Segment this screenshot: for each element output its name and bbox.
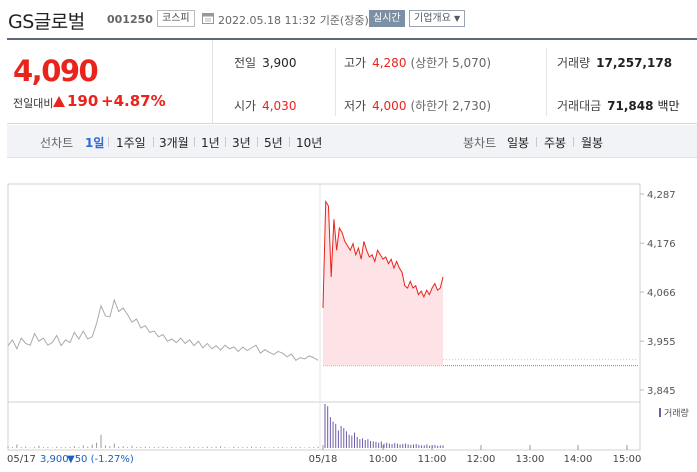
y-tick-label: 4,066 bbox=[647, 288, 676, 299]
current-price: 4,090 bbox=[13, 54, 99, 88]
low-stat: 저가 4,000 (하한가 2,730) bbox=[344, 97, 491, 114]
candle-chart-label: 봉차트 bbox=[463, 136, 497, 150]
divider bbox=[546, 48, 547, 116]
x-tick-label: 05/18 bbox=[309, 454, 338, 465]
line-chart-label: 선차트 bbox=[40, 136, 74, 150]
prev-close-label: 전일 bbox=[234, 56, 257, 70]
open-stat: 시가 4,030 bbox=[234, 97, 296, 114]
realtime-button[interactable]: 실시간 bbox=[369, 10, 405, 27]
volume-value: 17,257,178 bbox=[596, 56, 673, 70]
low-label: 저가 bbox=[344, 99, 367, 113]
tab-weekly[interactable]: 주봉 bbox=[544, 136, 567, 150]
datetime-value: 2022.05.18 11:32 bbox=[218, 14, 317, 27]
volume-stat: 거래량 17,257,178 bbox=[557, 54, 672, 71]
price-box: 4,090 전일대비 190 +4.87% bbox=[7, 40, 213, 124]
tab-1y[interactable]: 1년 bbox=[201, 136, 220, 150]
tab-separator bbox=[108, 137, 109, 147]
chart-period-tabs: 선차트 1일 1주일 3개월 1년 3년 5년 10년 봉차트 일봉 주봉 월봉 bbox=[7, 125, 697, 158]
y-tick-label: 4,287 bbox=[647, 190, 676, 201]
tab-3y[interactable]: 3년 bbox=[232, 136, 251, 150]
tab-1d[interactable]: 1일 bbox=[85, 136, 105, 150]
x-tick-label: 12:00 bbox=[467, 454, 496, 465]
calendar-icon bbox=[202, 13, 214, 24]
tab-separator bbox=[289, 137, 290, 147]
quote-panel: 4,090 전일대비 190 +4.87% 전일 3,900 시가 4,030 고가… bbox=[7, 38, 697, 124]
x-tick-label: 13:00 bbox=[516, 454, 545, 465]
open-value: 4,030 bbox=[262, 99, 297, 113]
x-tick-label: 14:00 bbox=[564, 454, 593, 465]
upper-limit: (상한가 5,070) bbox=[410, 56, 492, 70]
prev-day-line bbox=[7, 298, 319, 361]
lower-limit: (하한가 2,730) bbox=[410, 99, 492, 113]
tab-separator bbox=[153, 137, 154, 147]
open-label: 시가 bbox=[234, 99, 257, 113]
tab-10y[interactable]: 10년 bbox=[296, 136, 323, 150]
volume-legend-swatch bbox=[659, 408, 661, 417]
chart-frame bbox=[7, 183, 641, 451]
high-stat: 고가 4,280 (상한가 5,070) bbox=[344, 54, 491, 71]
change-amount: 190 bbox=[67, 92, 99, 110]
tab-separator bbox=[573, 137, 574, 147]
company-name: GS글로벌 bbox=[8, 11, 85, 33]
tab-separator bbox=[257, 137, 258, 147]
y-tick-label: 3,845 bbox=[647, 386, 676, 397]
volume-label: 거래량 bbox=[557, 56, 591, 70]
stock-header: GS글로벌 001250 코스피 2022.05.18 11:32 기준(장중)… bbox=[0, 0, 697, 38]
amount-value: 71,848 bbox=[607, 99, 654, 113]
x-tick-label: 11:00 bbox=[418, 454, 447, 465]
amount-stat: 거래대금 71,848 백만 bbox=[557, 97, 680, 114]
divider bbox=[335, 48, 336, 116]
tab-daily[interactable]: 일봉 bbox=[507, 136, 530, 150]
prev-close-value: 3,900 bbox=[262, 56, 297, 70]
high-value: 4,280 bbox=[372, 56, 407, 70]
tab-1w[interactable]: 1주일 bbox=[116, 136, 146, 150]
basis-label: 기준(장중) bbox=[319, 14, 369, 27]
prev-day-close: 3,900 bbox=[40, 454, 69, 465]
x-tick-label: 10:00 bbox=[369, 454, 398, 465]
low-value: 4,000 bbox=[372, 99, 407, 113]
today-line bbox=[322, 199, 444, 308]
high-label: 고가 bbox=[344, 56, 367, 70]
prev-day-change: ▼50 (-1.27%) bbox=[67, 454, 134, 465]
today-area bbox=[323, 201, 443, 366]
quote-datetime: 2022.05.18 11:32 기준(장중) bbox=[218, 12, 369, 28]
prev-close-stat: 전일 3,900 bbox=[234, 54, 296, 71]
tab-3m[interactable]: 3개월 bbox=[159, 136, 189, 150]
dropdown-arrow-icon: ▼ bbox=[454, 14, 461, 23]
stock-code: 001250 bbox=[107, 13, 153, 26]
overview-label: 기업개요 bbox=[414, 13, 451, 24]
tab-5y[interactable]: 5년 bbox=[264, 136, 283, 150]
company-overview-button[interactable]: 기업개요 ▼ bbox=[409, 10, 466, 27]
tab-separator bbox=[225, 137, 226, 147]
up-arrow-icon bbox=[53, 96, 65, 107]
market-badge: 코스피 bbox=[157, 10, 195, 27]
amount-unit: 백만 bbox=[657, 99, 680, 113]
change-label: 전일대비 bbox=[13, 97, 54, 110]
change-rate: +4.87% bbox=[101, 92, 166, 110]
tab-monthly[interactable]: 월봉 bbox=[581, 136, 604, 150]
tab-separator bbox=[194, 137, 195, 147]
tab-separator bbox=[536, 137, 537, 147]
y-tick-label: 4,176 bbox=[647, 239, 676, 250]
amount-label: 거래대금 bbox=[557, 99, 602, 113]
prev-day-date: 05/17 bbox=[7, 454, 36, 465]
x-tick-label: 15:00 bbox=[613, 454, 642, 465]
volume-legend-label: 거래량 bbox=[664, 407, 689, 419]
y-tick-label: 3,955 bbox=[647, 337, 676, 348]
